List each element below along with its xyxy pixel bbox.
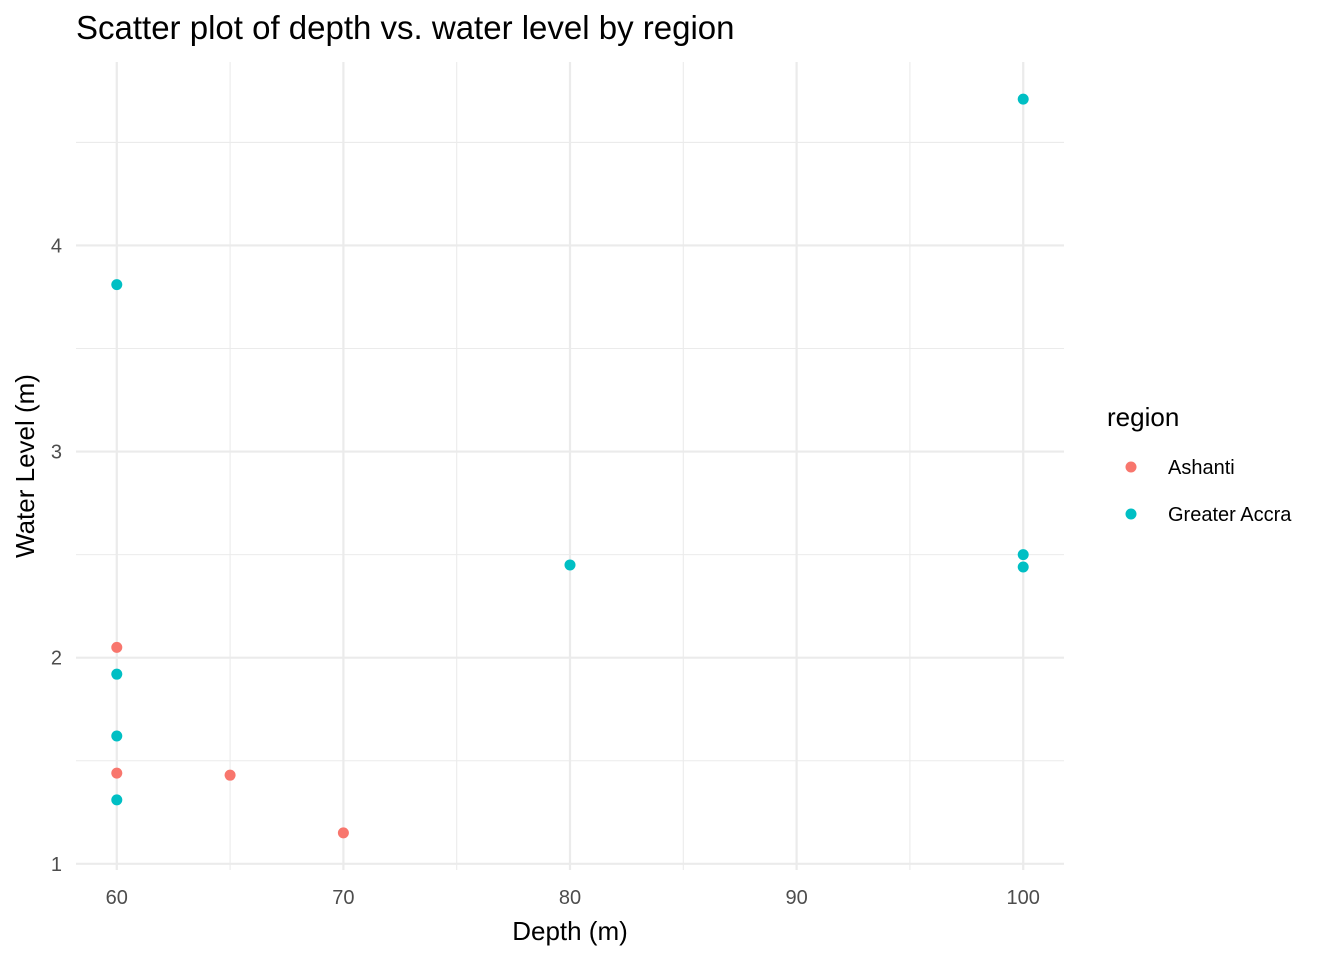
data-point: [1017, 561, 1029, 573]
tick-labels: 60 70 80 90 100 1 2 3 4: [51, 235, 1040, 909]
grid-lines: [76, 62, 1064, 870]
y-tick-label: 3: [51, 442, 62, 464]
data-points: [111, 93, 1029, 839]
legend-key: [1125, 508, 1137, 520]
legend-key: [1125, 461, 1137, 473]
data-point: [111, 279, 123, 291]
data-point: [111, 641, 123, 653]
legend: region Ashanti Greater Accra: [1107, 402, 1292, 526]
y-tick-label: 4: [51, 235, 62, 257]
y-tick-label: 1: [51, 854, 62, 876]
chart-title: Scatter plot of depth vs. water level by…: [76, 9, 735, 46]
y-axis-title: Water Level (m): [10, 374, 40, 558]
x-tick-label: 90: [785, 887, 807, 909]
x-tick-label: 80: [559, 887, 581, 909]
x-axis-title: Depth (m): [512, 916, 628, 946]
data-point: [111, 730, 123, 742]
legend-label: Ashanti: [1168, 457, 1235, 479]
data-point: [1017, 549, 1029, 561]
data-point: [224, 769, 236, 781]
data-point: [564, 559, 576, 571]
legend-label: Greater Accra: [1168, 504, 1292, 526]
data-point: [1017, 93, 1029, 105]
x-tick-label: 70: [332, 887, 354, 909]
data-point: [111, 668, 123, 680]
y-tick-label: 2: [51, 648, 62, 670]
x-tick-label: 100: [1007, 887, 1040, 909]
data-point: [337, 827, 349, 839]
data-point: [111, 794, 123, 806]
data-point: [111, 767, 123, 779]
x-tick-label: 60: [106, 887, 128, 909]
legend-title: region: [1107, 402, 1179, 432]
